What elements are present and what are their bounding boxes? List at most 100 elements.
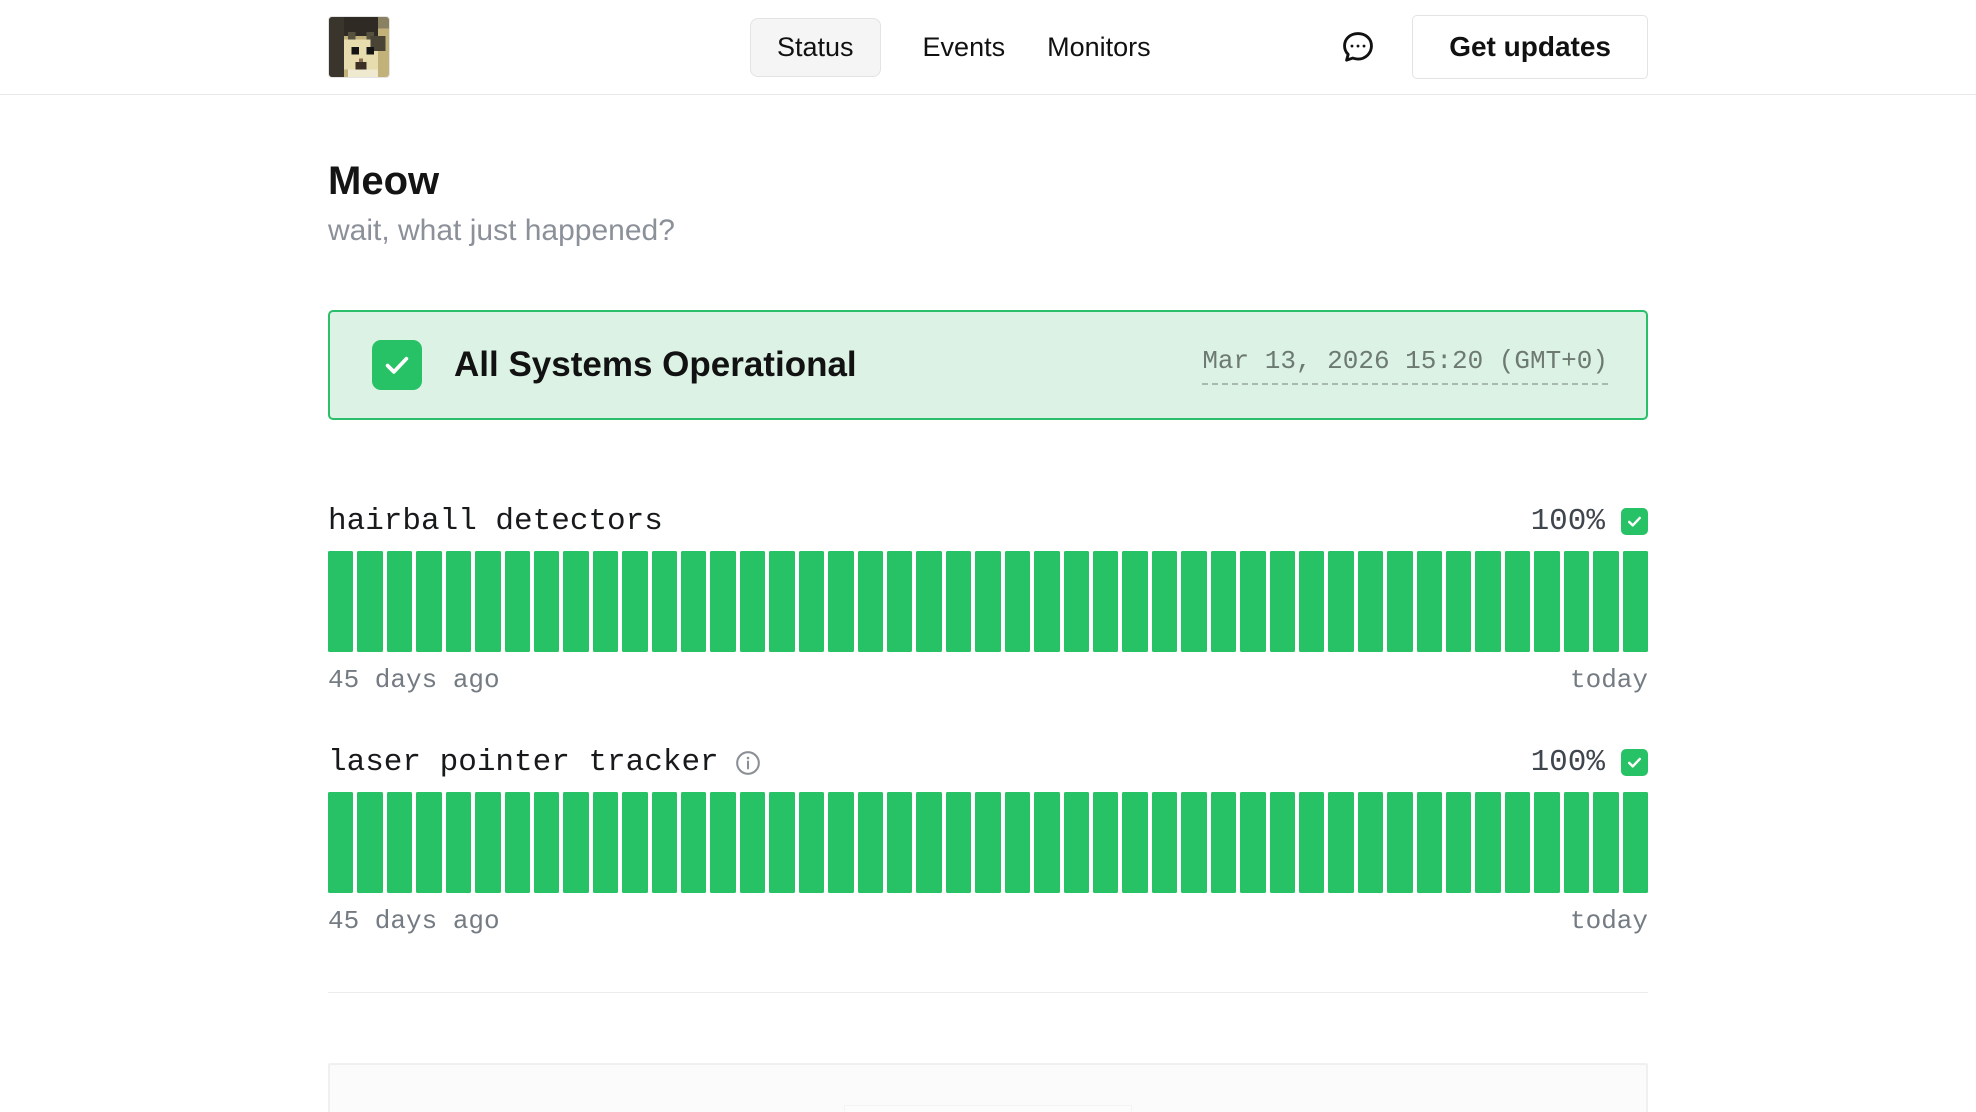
tab-events[interactable]: Events [922,31,1006,62]
uptime-bar[interactable] [798,792,825,893]
uptime-bar[interactable] [1622,792,1648,893]
uptime-bar[interactable] [622,792,648,893]
uptime-bar[interactable] [1063,551,1089,652]
tab-monitors[interactable]: Monitors [1047,31,1151,62]
uptime-bar[interactable] [681,551,707,652]
uptime-bar[interactable] [1004,792,1031,893]
uptime-bar[interactable] [328,792,354,893]
uptime-bar[interactable] [1034,551,1060,652]
uptime-bar[interactable] [1593,551,1619,652]
uptime-bar[interactable] [739,792,766,893]
uptime-bar[interactable] [1622,551,1648,652]
feedback-button[interactable] [1338,27,1378,67]
uptime-bar[interactable] [592,792,619,893]
uptime-bar[interactable] [1534,792,1560,893]
uptime-bar[interactable] [1387,792,1413,893]
uptime-bar[interactable] [710,551,736,652]
uptime-bar[interactable] [1328,792,1354,893]
info-icon[interactable] [735,750,761,776]
uptime-bar[interactable] [651,792,678,893]
uptime-bar[interactable] [1475,792,1501,893]
uptime-bar[interactable] [504,792,530,893]
uptime-bar[interactable] [975,551,1001,652]
uptime-bar[interactable] [1446,551,1472,652]
uptime-bar[interactable] [563,551,589,652]
uptime-bar[interactable] [1475,551,1501,652]
uptime-bar[interactable] [857,792,884,893]
uptime-bar[interactable] [1004,551,1031,652]
uptime-bar[interactable] [357,792,383,893]
uptime-bar[interactable] [739,551,766,652]
uptime-bar[interactable] [916,551,942,652]
uptime-bar[interactable] [1416,551,1443,652]
get-updates-button[interactable]: Get updates [1412,15,1648,79]
uptime-bar[interactable] [1446,792,1472,893]
uptime-bar[interactable] [533,551,560,652]
uptime-bar[interactable] [416,551,442,652]
uptime-bar[interactable] [1122,551,1148,652]
uptime-bar[interactable] [1240,551,1266,652]
uptime-bar[interactable] [1298,551,1325,652]
uptime-bar[interactable] [710,792,736,893]
uptime-bar[interactable] [1269,551,1295,652]
uptime-bar[interactable] [328,551,354,652]
uptime-bar[interactable] [945,551,972,652]
uptime-bar[interactable] [475,551,501,652]
uptime-bar[interactable] [1563,792,1590,893]
uptime-bar[interactable] [1151,792,1178,893]
uptime-bar[interactable] [1210,551,1237,652]
uptime-bar[interactable] [563,792,589,893]
uptime-bar[interactable] [1269,792,1295,893]
status-banner-timestamp[interactable]: Mar 13, 2026 15:20 (GMT+0) [1202,346,1608,385]
uptime-bar[interactable] [1534,551,1560,652]
uptime-bar[interactable] [1240,792,1266,893]
uptime-bar[interactable] [828,551,854,652]
uptime-bar[interactable] [1563,551,1590,652]
uptime-bar[interactable] [1034,792,1060,893]
uptime-bar[interactable] [386,792,413,893]
uptime-bar[interactable] [1092,792,1119,893]
uptime-bar[interactable] [622,551,648,652]
uptime-bar[interactable] [592,551,619,652]
uptime-bar[interactable] [769,551,795,652]
uptime-bar[interactable] [1122,792,1148,893]
uptime-bar[interactable] [445,551,472,652]
uptime-bar[interactable] [1504,551,1531,652]
uptime-bar[interactable] [1416,792,1443,893]
uptime-bar[interactable] [1063,792,1089,893]
uptime-bar[interactable] [798,551,825,652]
uptime-bar[interactable] [828,792,854,893]
uptime-bar[interactable] [1387,551,1413,652]
uptime-bar[interactable] [857,551,884,652]
uptime-bar[interactable] [887,792,913,893]
uptime-bar[interactable] [504,551,530,652]
uptime-bar[interactable] [1210,792,1237,893]
uptime-bar[interactable] [1092,551,1119,652]
tab-status[interactable]: Status [750,17,881,77]
uptime-bar[interactable] [357,551,383,652]
uptime-bar[interactable] [916,792,942,893]
uptime-bar[interactable] [1181,551,1207,652]
monitor-status-check-icon[interactable] [1621,508,1648,535]
uptime-bar[interactable] [1593,792,1619,893]
monitor-status-check-icon[interactable] [1621,749,1648,776]
uptime-bar[interactable] [1357,551,1384,652]
uptime-bar[interactable] [1357,792,1384,893]
uptime-bar[interactable] [651,551,678,652]
uptime-bar[interactable] [416,792,442,893]
uptime-bar[interactable] [681,792,707,893]
uptime-bar[interactable] [769,792,795,893]
uptime-bar[interactable] [1328,551,1354,652]
uptime-bar[interactable] [445,792,472,893]
uptime-bar[interactable] [1181,792,1207,893]
uptime-bar[interactable] [975,792,1001,893]
uptime-bar[interactable] [945,792,972,893]
uptime-bar[interactable] [1151,551,1178,652]
uptime-bar[interactable] [1504,792,1531,893]
uptime-bar[interactable] [386,551,413,652]
uptime-bar[interactable] [533,792,560,893]
uptime-bar[interactable] [887,551,913,652]
uptime-bar[interactable] [475,792,501,893]
uptime-bar[interactable] [1298,792,1325,893]
site-logo[interactable] [328,16,390,78]
